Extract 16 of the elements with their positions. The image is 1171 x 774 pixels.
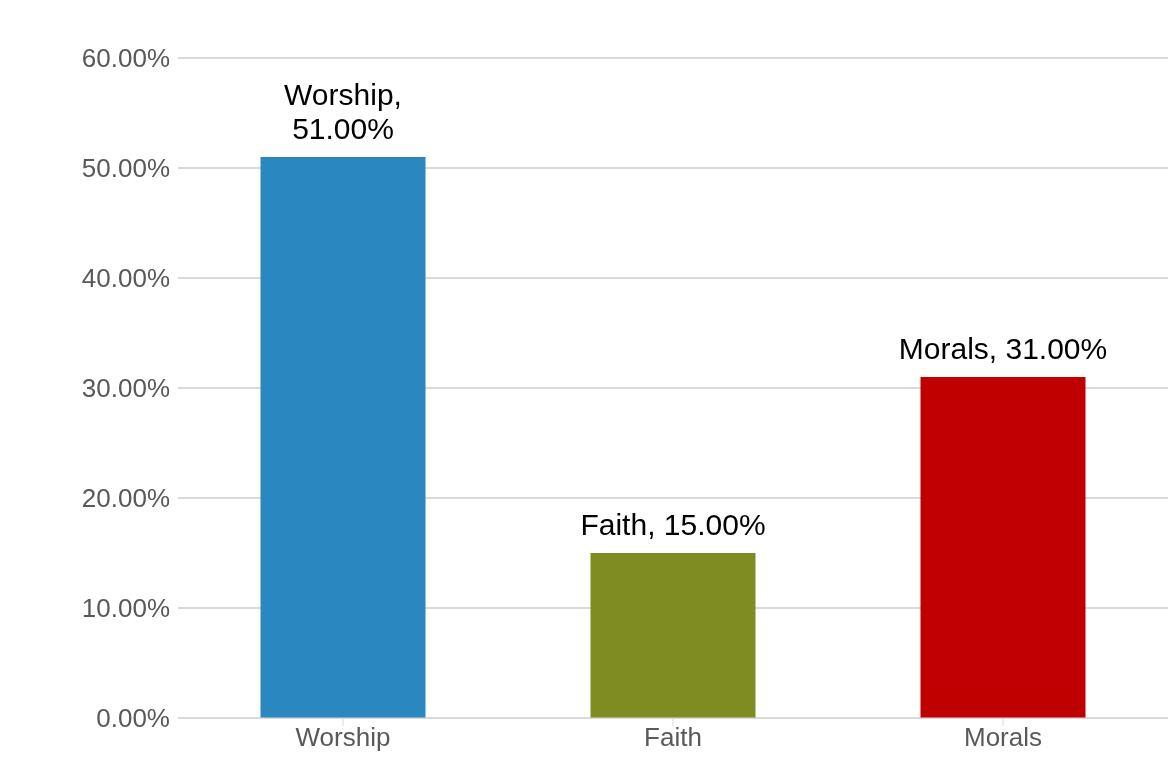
y-tick-label: 20.00% [81, 483, 170, 514]
data-label: Faith, 15.00% [580, 508, 766, 541]
bar [920, 377, 1086, 718]
y-tick-label: 60.00% [81, 43, 170, 74]
bar [260, 157, 426, 718]
x-tick-label: Morals [963, 722, 1043, 753]
data-label: Worship, 51.00% [284, 78, 402, 145]
y-tick-label: 0.00% [96, 703, 170, 734]
data-label: Morals, 31.00% [898, 332, 1108, 365]
y-tick-label: 50.00% [81, 153, 170, 184]
x-tick-label: Faith [644, 722, 702, 753]
bar [590, 553, 756, 718]
y-tick-label: 10.00% [81, 593, 170, 624]
x-tick-label: Worship [295, 722, 391, 753]
y-tick-label: 40.00% [81, 263, 170, 294]
y-tick-label: 30.00% [81, 373, 170, 404]
